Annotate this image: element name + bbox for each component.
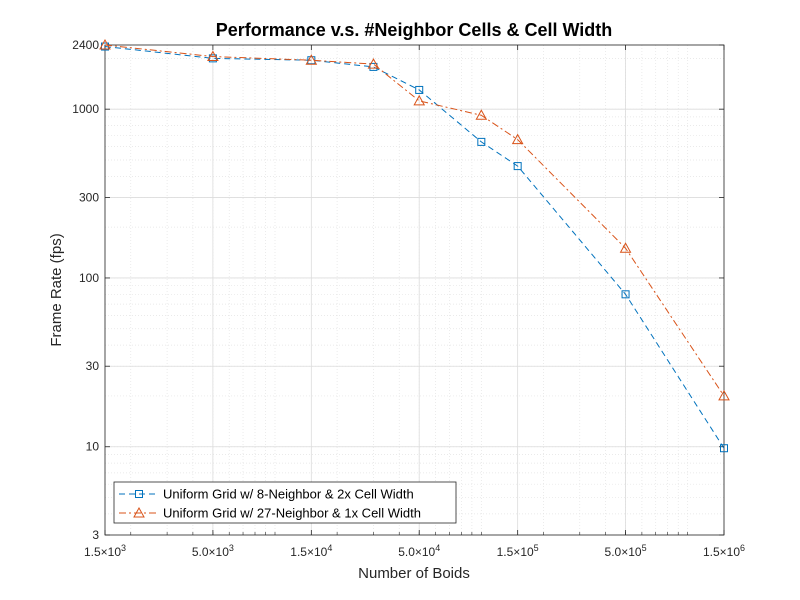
x-tick-label: 1.5×106: [703, 543, 745, 559]
data-point-triangle: [207, 50, 219, 62]
x-tick-label: 5.0×104: [398, 543, 440, 559]
data-point-triangle: [413, 94, 426, 106]
data-point-square: [415, 85, 424, 94]
chart-title: Performance v.s. #Neighbor Cells & Cell …: [216, 20, 613, 40]
data-point-triangle: [305, 54, 318, 65]
x-tick-label: 5.0×105: [605, 543, 647, 559]
y-tick-label: 2400: [72, 38, 99, 52]
legend-label: Uniform Grid w/ 8-Neighbor & 2x Cell Wid…: [163, 487, 414, 502]
data-point-square: [621, 290, 630, 299]
data-point-square: [135, 490, 143, 498]
data-point-triangle: [718, 389, 730, 401]
legend-entry-1: Uniform Grid w/ 8-Neighbor & 2x Cell Wid…: [119, 487, 414, 502]
series-layer: [99, 38, 730, 453]
data-point-triangle: [511, 133, 524, 145]
legend-label: Uniform Grid w/ 27-Neighbor & 1x Cell Wi…: [163, 506, 421, 521]
series-2: [99, 38, 730, 401]
y-tick-labels: 3 10 30 100 300 1000 2400: [72, 38, 99, 542]
y-tick-label: 100: [79, 271, 99, 285]
x-tick-label: 1.5×104: [290, 543, 332, 559]
plot-area: [105, 45, 724, 535]
data-point-triangle: [619, 242, 632, 253]
y-tick-label: 30: [86, 359, 100, 373]
y-tick-label: 10: [86, 440, 100, 454]
data-point-square: [513, 162, 522, 171]
series-line: [104, 44, 725, 397]
y-tick-label: 3: [92, 528, 99, 542]
series-line: [104, 46, 725, 449]
plot-frame: [104, 44, 725, 536]
x-tick-label: 5.0×103: [192, 543, 234, 559]
legend-entry-2: Uniform Grid w/ 27-Neighbor & 1x Cell Wi…: [119, 506, 421, 521]
x-tick-label: 1.5×103: [84, 543, 126, 559]
data-point-square: [720, 444, 728, 453]
x-axis-label: Number of Boids: [358, 565, 470, 582]
data-point-triangle: [133, 506, 145, 518]
x-tick-label: 1.5×105: [497, 543, 539, 559]
y-axis-label: Frame Rate (fps): [48, 233, 65, 346]
data-point-square: [477, 137, 486, 146]
y-tick-label: 1000: [72, 102, 99, 116]
legend: Uniform Grid w/ 8-Neighbor & 2x Cell Wid…: [113, 481, 457, 524]
x-tick-labels: 1.5×103 5.0×103 1.5×104 5.0×104 1.5×105 5.0×1…: [84, 543, 745, 559]
legend-box: [113, 481, 457, 524]
data-point-triangle: [99, 38, 111, 50]
data-point-triangle: [367, 58, 380, 69]
y-tick-label: 300: [79, 190, 99, 204]
axis-ticks: [104, 44, 725, 536]
data-point-triangle: [475, 109, 488, 120]
